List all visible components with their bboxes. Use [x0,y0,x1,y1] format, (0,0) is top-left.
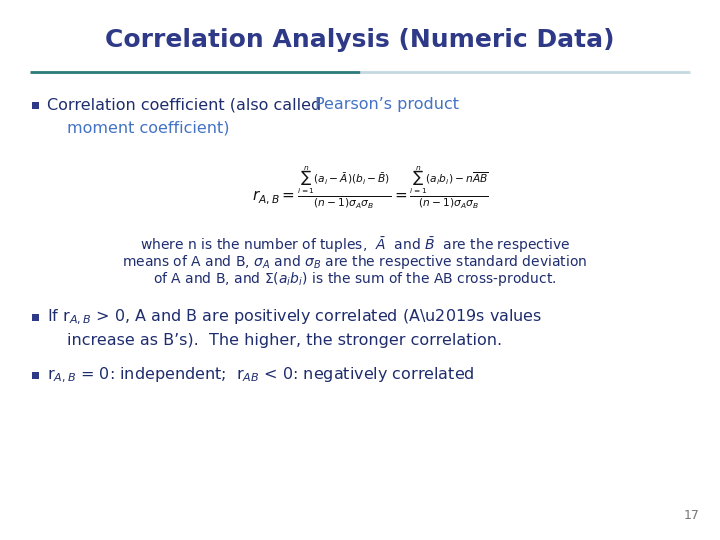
Bar [32,102,39,109]
Bar [32,314,39,321]
Text: If r$_{A,B}$ > 0, A and B are positively correlated (A\u2019s values: If r$_{A,B}$ > 0, A and B are positively… [47,307,542,327]
Text: Correlation Analysis (Numeric Data): Correlation Analysis (Numeric Data) [105,28,615,52]
Text: Correlation coefficient (also called: Correlation coefficient (also called [47,98,326,112]
Text: where n is the number of tuples,  $\bar{A}$  and $\bar{B}$  are the respective: where n is the number of tuples, $\bar{A… [140,235,570,255]
Text: of A and B, and $\Sigma(a_ib_i)$ is the sum of the AB cross-product.: of A and B, and $\Sigma(a_ib_i)$ is the … [153,270,557,288]
Text: $r_{A,B} = \frac{\sum_{i=1}^{n}(a_i - \bar{A})(b_i - \bar{B})}{(n-1)\sigma_A\sig: $r_{A,B} = \frac{\sum_{i=1}^{n}(a_i - \b… [252,165,488,211]
Text: r$_{A,B}$ = 0: independent;  r$_{AB}$ < 0: negatively correlated: r$_{A,B}$ = 0: independent; r$_{AB}$ < 0… [47,366,474,384]
Text: means of A and B, $\sigma_A$ and $\sigma_B$ are the respective standard deviatio: means of A and B, $\sigma_A$ and $\sigma… [122,253,588,271]
Text: moment coefficient): moment coefficient) [67,120,230,136]
Text: increase as B’s).  The higher, the stronger correlation.: increase as B’s). The higher, the strong… [67,333,502,348]
Text: Pearson’s product: Pearson’s product [315,98,459,112]
Bar [32,372,39,379]
Text: 17: 17 [684,509,700,522]
